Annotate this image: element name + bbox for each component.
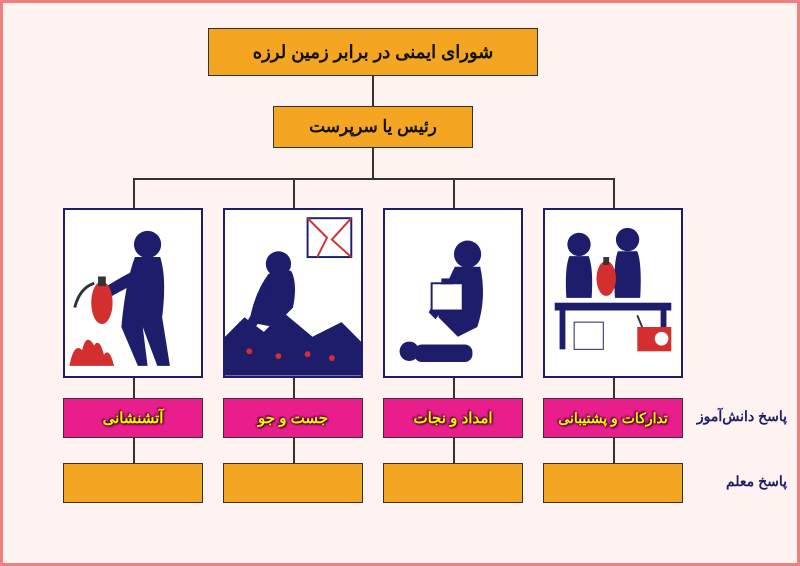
teacher-answer-label: پاسخ معلم [726,473,787,490]
category-label-fire: آتشنشانی [63,398,203,438]
teacher-answer-box [543,463,683,503]
category-label-search: جست و جو [223,398,363,438]
connector-line [613,178,615,208]
connector-line [293,378,295,398]
council-title: شورای ایمنی در برابر زمین لرزه [253,42,494,63]
connector-line [293,178,295,208]
connector-line [453,378,455,398]
label-text: امداد و نجات [413,409,492,427]
category-label-logistics: تدارکات و پشتیبانی [543,398,683,438]
label-text: آتشنشانی [103,409,164,427]
connector-line [372,148,374,178]
label-text: تدارکات و پشتیبانی [558,410,667,427]
category-image-rescue [383,208,523,378]
head-label: رئیس یا سرپرست [309,117,437,137]
category-image-logistics [543,208,683,378]
category-label-rescue: امداد و نجات [383,398,523,438]
fire-icon [65,210,201,376]
connector-line [133,438,135,463]
category-image-search [223,208,363,378]
student-answer-label: پاسخ دانش‌آموز [697,408,787,425]
category-image-fire [63,208,203,378]
connector-line [133,178,613,180]
connector-line [133,378,135,398]
connector-line [293,438,295,463]
teacher-answer-box [383,463,523,503]
connector-line [453,178,455,208]
connector-line [372,76,374,106]
teacher-answer-box [223,463,363,503]
council-title-box: شورای ایمنی در برابر زمین لرزه [208,28,538,76]
teacher-answer-box [63,463,203,503]
rescue-icon [385,210,521,376]
connector-line [453,438,455,463]
connector-line [613,438,615,463]
connector-line [133,178,135,208]
search-icon [225,210,361,376]
connector-line [613,378,615,398]
logistics-icon [545,210,681,376]
label-text: جست و جو [258,409,328,427]
head-box: رئیس یا سرپرست [273,106,473,148]
